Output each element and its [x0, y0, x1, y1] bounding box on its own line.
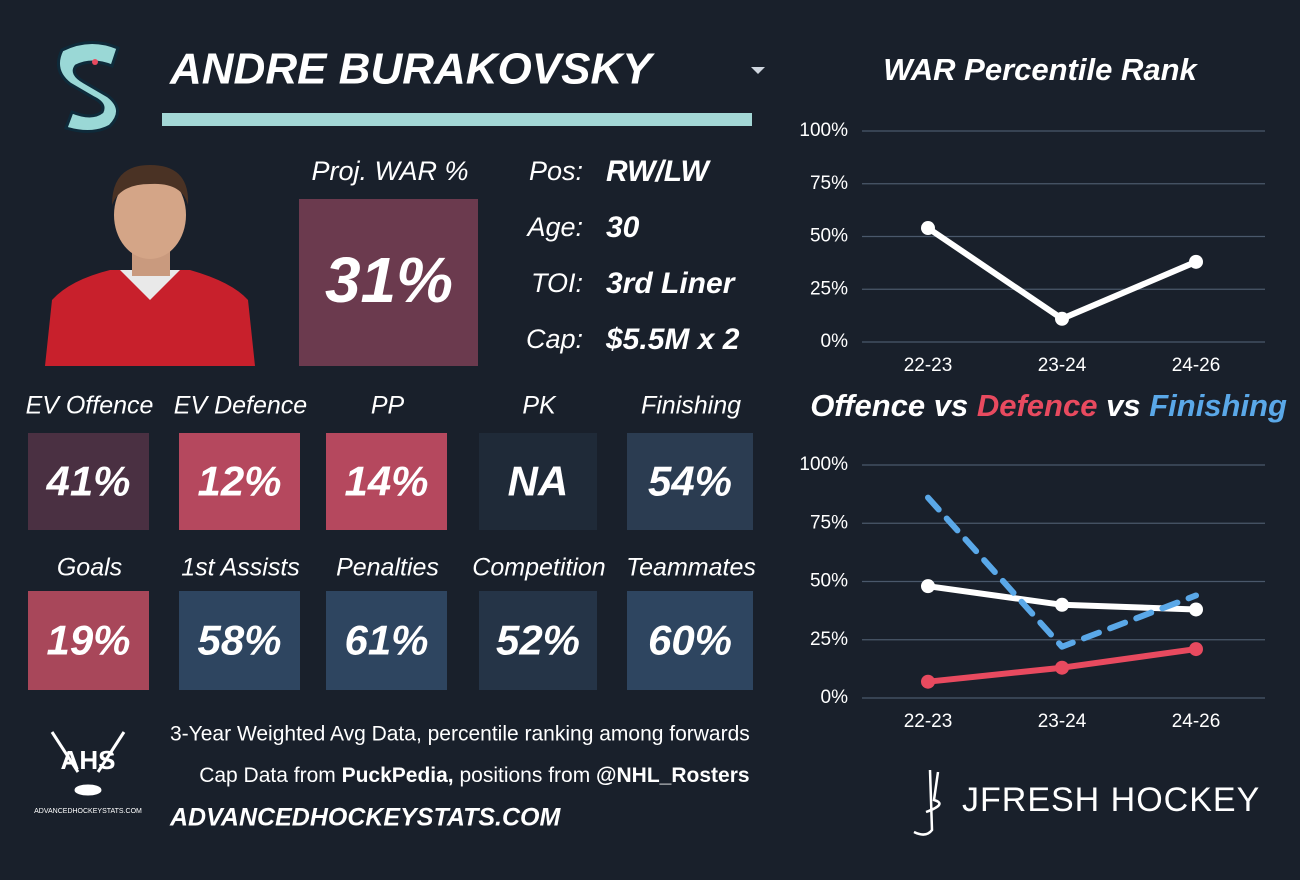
stat-label: Teammates	[626, 554, 756, 582]
x-tick-label: 24-26	[1172, 711, 1221, 732]
stat-tile	[627, 591, 753, 690]
team-logo	[56, 41, 120, 133]
point	[921, 221, 935, 236]
stat-value: 41%	[45, 458, 130, 505]
stat-tile	[326, 591, 447, 690]
stat-value: 60%	[648, 617, 732, 664]
point	[1055, 660, 1069, 675]
series-line	[925, 494, 1199, 650]
footer-credits: Cap Data from PuckPedia, positions from …	[170, 764, 767, 787]
point	[921, 579, 935, 594]
credit-source: @NHL_Rosters	[596, 764, 750, 787]
point	[1189, 642, 1203, 657]
info-value: 30	[606, 211, 640, 244]
x-tick-label: 24-26	[1172, 355, 1221, 376]
stat-label: 1st Assists	[181, 554, 300, 582]
credit-text: Cap Data from	[199, 764, 341, 787]
stat-tile	[28, 591, 149, 690]
brand-name: JFRESH HOCKEY	[962, 781, 1260, 819]
stat-value: 61%	[344, 617, 428, 664]
player-photo	[45, 165, 255, 366]
y-tick-label: 0%	[821, 331, 849, 352]
x-tick-label: 22-23	[904, 711, 953, 732]
point	[1055, 597, 1069, 612]
stat-value: 58%	[197, 617, 281, 664]
site-url: ADVANCEDHOCKEYSTATS.COM	[169, 804, 561, 832]
stat-value: 52%	[496, 617, 580, 664]
ahs-logo-caption: ADVANCEDHOCKEYSTATS.COM	[34, 808, 142, 815]
stat-label: PP	[371, 392, 405, 420]
y-tick-label: 50%	[810, 226, 848, 247]
y-tick-label: 100%	[799, 454, 848, 475]
info-value: 3rd Liner	[606, 267, 737, 300]
stat-value: 19%	[46, 617, 130, 664]
info-label: TOI:	[531, 268, 583, 298]
chart-title: WAR Percentile Rank	[883, 52, 1198, 87]
stat-tile	[326, 433, 447, 530]
title-separator: vs	[1106, 388, 1140, 423]
stat-tile	[179, 591, 300, 690]
ahs-logo	[50, 731, 126, 796]
info-label: Pos:	[529, 156, 583, 186]
name-underline	[162, 113, 752, 126]
point	[1189, 254, 1203, 269]
x-tick-label: 22-23	[904, 355, 953, 376]
proj-war-value: 31%	[325, 244, 453, 316]
brand-logo	[913, 769, 941, 836]
stat-tile	[479, 433, 597, 530]
x-tick-label: 23-24	[1038, 711, 1087, 732]
info-label: Cap:	[526, 324, 583, 354]
footer-note: 3-Year Weighted Avg Data, percentile ran…	[170, 723, 750, 746]
credit-text: positions from	[454, 764, 596, 787]
point	[1189, 602, 1203, 617]
x-tick-label: 23-24	[1038, 355, 1087, 376]
dropdown-arrow[interactable]	[751, 67, 765, 74]
stat-tile	[28, 433, 149, 530]
player-name: ANDRE BURAKOVSKY	[169, 45, 655, 94]
stat-label: EV Defence	[174, 392, 307, 420]
stat-value: 54%	[648, 458, 732, 505]
stat-label: Penalties	[336, 554, 439, 582]
stat-value: NA	[508, 458, 569, 505]
y-tick-label: 75%	[810, 512, 848, 533]
stat-label: Competition	[472, 554, 605, 582]
stat-value: 14%	[344, 458, 428, 505]
chart-title: Offence vs Defence vs Finishing	[767, 388, 1300, 423]
info-value: $5.5M x 2	[605, 323, 740, 356]
y-tick-label: 75%	[810, 173, 848, 194]
point	[1055, 311, 1069, 326]
stat-tile	[627, 433, 753, 530]
stat-tile	[479, 591, 597, 690]
ahs-logo-text: AHS	[61, 745, 116, 775]
y-tick-label: 25%	[810, 629, 848, 650]
proj-war-label: Proj. WAR %	[311, 156, 468, 186]
y-tick-label: 50%	[810, 571, 848, 592]
stat-label: Goals	[57, 554, 122, 582]
stat-tile	[179, 433, 300, 530]
info-label: Age:	[525, 212, 583, 242]
stat-value: 12%	[197, 458, 281, 505]
info-value: RW/LW	[606, 155, 711, 188]
title-separator: vs	[934, 388, 968, 423]
y-tick-label: 25%	[810, 278, 848, 299]
stat-label: Finishing	[641, 392, 741, 420]
stat-label: EV Offence	[26, 392, 154, 420]
y-tick-label: 100%	[799, 120, 848, 141]
point	[921, 674, 935, 689]
series-name: Offence	[810, 388, 925, 423]
series-name: Defence	[977, 388, 1098, 423]
stat-label: PK	[522, 392, 557, 420]
credit-source: PuckPedia,	[342, 764, 454, 787]
proj-war-box	[299, 199, 478, 366]
series-name: Finishing	[1149, 388, 1287, 423]
y-tick-label: 0%	[821, 687, 849, 708]
